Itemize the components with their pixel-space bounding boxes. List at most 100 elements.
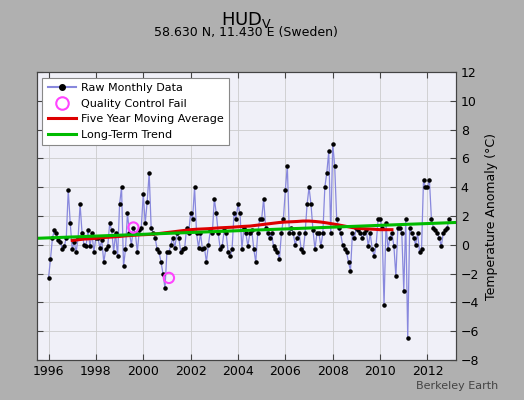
Point [360,230,368,236]
Point [226,253,234,260]
Point [326,230,335,236]
Point [161,285,169,291]
Point [417,246,425,252]
Point [82,243,90,250]
Point [403,335,412,342]
Point [200,244,209,251]
Point [139,191,147,198]
Point [90,249,98,255]
Point [84,227,92,234]
Point [238,246,246,252]
Point [248,227,256,234]
Point [194,244,203,251]
Point [94,234,102,241]
Point [316,243,325,250]
Point [429,224,438,231]
Point [212,210,221,216]
Point [208,230,216,236]
Point [72,249,80,255]
Point [352,224,361,231]
Point [112,230,120,236]
Point [147,224,155,231]
Point [76,201,84,208]
Point [275,256,283,262]
Point [271,246,280,252]
Point [401,216,410,222]
Point [60,243,69,250]
Point [246,230,254,236]
Point [319,230,327,236]
Point [135,227,144,234]
Point [180,244,189,251]
Point [323,170,331,176]
Point [129,224,138,231]
Point [427,216,435,222]
Text: 58.630 N, 11.430 E (Sweden): 58.630 N, 11.430 E (Sweden) [155,26,338,39]
Point [341,246,349,252]
Point [305,184,313,190]
Point [153,246,161,252]
Point [291,242,299,248]
Point [131,230,139,236]
Point [256,216,264,222]
Point [206,227,214,234]
Point [155,249,163,255]
Point [350,234,358,241]
Point [287,224,296,231]
Point [408,230,416,236]
Point [388,230,396,236]
Point [249,246,258,252]
Point [137,224,146,231]
Point [68,246,77,252]
Point [366,230,375,236]
Point [78,230,86,236]
Point [45,275,53,281]
Point [220,227,228,234]
Point [92,234,100,241]
Point [210,196,219,202]
Point [179,246,187,252]
Point [184,230,193,236]
Point [167,242,175,248]
Point [54,237,62,244]
Point [107,227,116,234]
Point [344,259,353,265]
Point [48,234,57,241]
Point [331,162,339,169]
Point [267,230,276,236]
Point [274,249,282,255]
Point [297,246,305,252]
Point [283,162,291,169]
Point [145,170,154,176]
Point [433,230,442,236]
Point [295,230,303,236]
Point [50,227,59,234]
Point [190,184,199,190]
Point [413,230,422,236]
Point [384,246,392,252]
Point [439,230,447,236]
Point [409,234,418,241]
Point [333,216,341,222]
Point [236,210,244,216]
Point [421,184,430,190]
Point [315,230,323,236]
Point [234,201,242,208]
Point [443,224,451,231]
Point [307,201,315,208]
Point [269,243,278,250]
Point [423,184,432,190]
Point [386,234,394,241]
Text: HUD$_\mathregular{V}$: HUD$_\mathregular{V}$ [221,10,272,30]
Point [362,227,370,234]
Point [123,210,132,216]
Point [265,234,274,241]
Point [392,273,400,280]
Point [244,243,252,250]
Point [58,246,67,252]
Point [285,230,293,236]
Point [329,141,337,147]
Point [425,177,434,183]
Point [218,243,226,250]
Point [400,288,408,294]
